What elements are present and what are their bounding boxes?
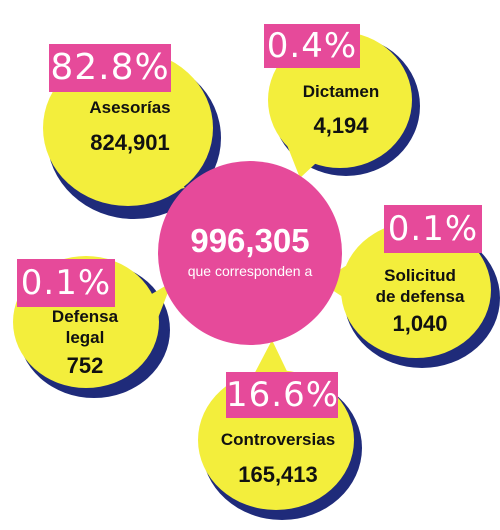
percent-badge [264, 24, 360, 68]
percent-badge [384, 205, 482, 253]
dictamen-label: Dictamen [302, 82, 380, 101]
dictamen-value: 4,194 [313, 113, 369, 138]
defensa-legal-percent: 0.1% [20, 263, 112, 303]
bubble-asesorias [43, 44, 221, 219]
solicitud-label-line1: Solicitud [384, 266, 456, 285]
center-subtitle: que corresponden a [187, 263, 313, 279]
controversias-label: Controversias [220, 430, 336, 449]
dictamen-percent: 0.4% [266, 26, 358, 66]
defensa-legal-label-line2: legal [65, 328, 105, 347]
defensa-legal-value: 752 [66, 353, 104, 378]
solicitud-label: Solicitud de defensa [360, 265, 480, 307]
asesorias-label: Asesorías [89, 98, 171, 117]
bubble-dictamen [264, 24, 420, 178]
percent-badge [49, 44, 171, 92]
percent-badge [226, 372, 338, 418]
controversias-value: 165,413 [238, 462, 318, 487]
asesorias-value: 824,901 [90, 130, 170, 155]
bubble-solicitud [320, 205, 500, 368]
solicitud-label-line2: de defensa [375, 287, 465, 306]
center-total: 996,305 [190, 222, 310, 259]
controversias-percent: 16.6% [226, 375, 340, 415]
defensa-legal-label: Defensa legal [30, 306, 140, 348]
percent-badge [17, 259, 115, 307]
center-circle [158, 161, 342, 345]
bubble-controversias [198, 340, 362, 520]
defensa-legal-label-line1: Defensa [51, 307, 119, 326]
solicitud-value: 1,040 [392, 311, 448, 336]
asesorias-percent: 82.8% [50, 47, 170, 88]
solicitud-percent: 0.1% [387, 209, 479, 249]
bubble-defensa-legal [13, 256, 172, 398]
bubble-body [341, 222, 491, 358]
